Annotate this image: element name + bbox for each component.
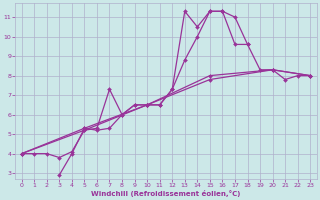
X-axis label: Windchill (Refroidissement éolien,°C): Windchill (Refroidissement éolien,°C) [91, 190, 241, 197]
